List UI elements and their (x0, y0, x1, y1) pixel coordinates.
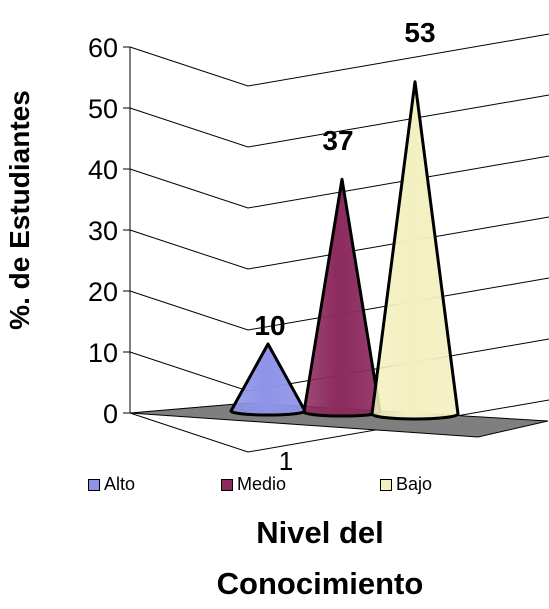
cone-bajo (370, 80, 460, 421)
data-label-bajo: 53 (404, 17, 435, 48)
legend-label-alto: Alto (104, 474, 136, 494)
y-tick-label: 60 (88, 33, 118, 63)
legend-label-bajo: Bajo (396, 474, 433, 494)
legend-swatch-bajo (380, 478, 392, 491)
y-axis-title-text: %. de Estudiantes (4, 90, 35, 330)
cone-medio (302, 177, 382, 418)
y-tick-label: 0 (103, 399, 118, 429)
data-label-alto: 10 (254, 310, 285, 341)
cone-body (229, 342, 307, 417)
x-axis-title: Nivel del Conocimiento (216, 515, 424, 601)
legend: Alto Medio Bajo (88, 474, 488, 500)
gridline (129, 216, 549, 270)
gridline (129, 33, 549, 87)
y-tick-label: 50 (88, 94, 118, 124)
data-labels: 10 37 53 (254, 17, 435, 341)
legend-swatch-medio (221, 478, 233, 491)
y-tick-label: 30 (88, 216, 118, 246)
gridline (129, 277, 549, 331)
x-tick-label: 1 (279, 446, 293, 476)
legend-item-bajo: Bajo (380, 474, 432, 495)
gridlines (129, 33, 549, 453)
legend-swatch-alto (88, 478, 100, 491)
cones (229, 80, 460, 421)
gridline (129, 94, 549, 148)
legend-item-medio: Medio (221, 474, 286, 495)
gridline (129, 155, 549, 209)
cone-chart: 0 10 20 30 40 50 60 10 37 53 1 (88, 17, 549, 476)
cone-alto (229, 342, 307, 417)
cone-body (302, 177, 382, 418)
y-tick-label: 40 (88, 155, 118, 185)
y-axis-title: %. de Estudiantes (0, 0, 40, 420)
y-axis: 0 10 20 30 40 50 60 (88, 33, 131, 429)
legend-label-medio: Medio (237, 474, 287, 494)
y-tick-label: 10 (88, 338, 118, 368)
y-tick-label: 20 (88, 277, 118, 307)
cone-body (370, 80, 460, 421)
legend-item-alto: Alto (88, 474, 135, 495)
data-label-medio: 37 (322, 125, 353, 156)
